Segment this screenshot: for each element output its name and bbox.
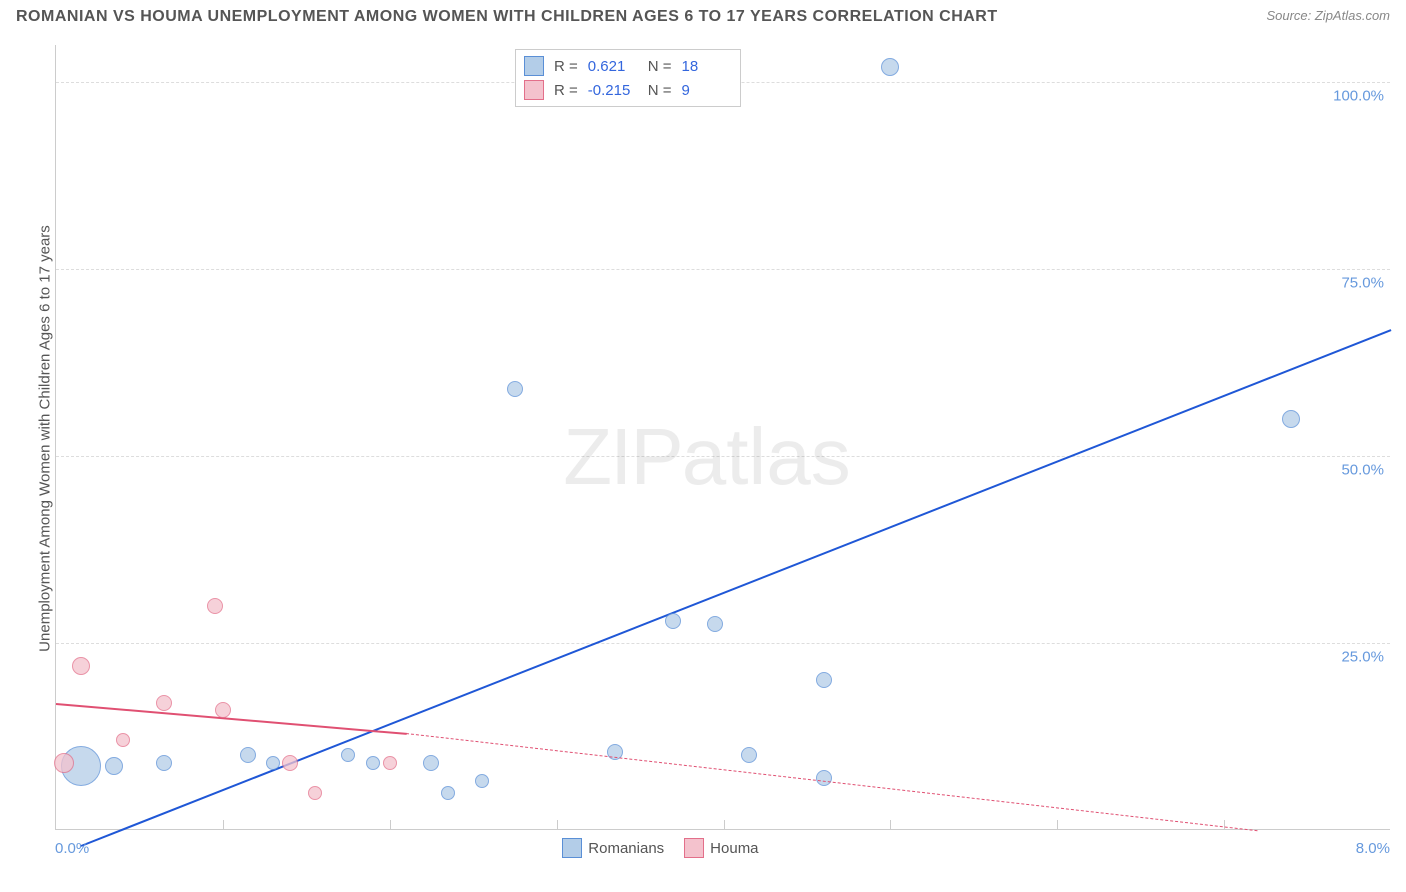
n-label: N = <box>648 58 672 75</box>
legend-item: Houma <box>684 838 758 858</box>
x-tick <box>890 820 891 830</box>
data-point <box>207 598 223 614</box>
trend-line <box>56 703 407 735</box>
data-point <box>282 755 298 771</box>
data-point <box>54 753 74 773</box>
data-point <box>240 747 256 763</box>
data-point <box>741 747 757 763</box>
legend-swatch <box>524 56 544 76</box>
data-point <box>366 756 380 770</box>
source-label: Source: ZipAtlas.com <box>1266 8 1390 23</box>
data-point <box>475 774 489 788</box>
x-tick <box>557 820 558 830</box>
legend-swatch <box>562 838 582 858</box>
data-point <box>383 756 397 770</box>
data-point <box>72 657 90 675</box>
legend-label: Houma <box>710 840 758 857</box>
stats-legend: R = 0.621 N = 18 R = -0.215 N = 9 <box>515 49 741 107</box>
data-point <box>156 695 172 711</box>
y-tick-label: 25.0% <box>1341 649 1384 666</box>
data-point <box>665 613 681 629</box>
n-value: 18 <box>682 58 732 75</box>
data-point <box>441 786 455 800</box>
data-point <box>816 770 832 786</box>
y-axis-title: Unemployment Among Women with Children A… <box>37 159 54 719</box>
gridline <box>56 643 1390 644</box>
data-point <box>341 748 355 762</box>
r-value: -0.215 <box>588 82 638 99</box>
x-min-label: 0.0% <box>55 840 89 857</box>
data-point <box>105 757 123 775</box>
trend-extrapolation <box>406 733 1257 831</box>
gridline <box>56 456 1390 457</box>
x-tick <box>390 820 391 830</box>
data-point <box>507 381 523 397</box>
data-point <box>156 755 172 771</box>
stats-row: R = 0.621 N = 18 <box>524 54 732 78</box>
n-label: N = <box>648 82 672 99</box>
data-point <box>423 755 439 771</box>
data-point <box>266 756 280 770</box>
legend-item: Romanians <box>562 838 664 858</box>
r-label: R = <box>554 58 578 75</box>
x-tick <box>724 820 725 830</box>
r-value: 0.621 <box>588 58 638 75</box>
gridline <box>56 269 1390 270</box>
chart-title: ROMANIAN VS HOUMA UNEMPLOYMENT AMONG WOM… <box>16 8 998 26</box>
header: ROMANIAN VS HOUMA UNEMPLOYMENT AMONG WOM… <box>0 0 1406 40</box>
y-tick-label: 75.0% <box>1341 275 1384 292</box>
data-point <box>308 786 322 800</box>
x-tick <box>1057 820 1058 830</box>
y-tick-label: 50.0% <box>1341 462 1384 479</box>
series-legend: Romanians Houma <box>562 838 758 858</box>
data-point <box>816 672 832 688</box>
stats-row: R = -0.215 N = 9 <box>524 78 732 102</box>
data-point <box>707 616 723 632</box>
r-label: R = <box>554 82 578 99</box>
x-tick <box>1224 820 1225 830</box>
n-value: 9 <box>682 82 732 99</box>
watermark: ZIPatlas <box>563 411 850 503</box>
legend-swatch <box>524 80 544 100</box>
data-point <box>215 702 231 718</box>
x-tick <box>223 820 224 830</box>
legend-label: Romanians <box>588 840 664 857</box>
plot-area: 25.0% 50.0% 75.0% 100.0% ZIPatlas <box>55 45 1390 830</box>
trend-line <box>81 329 1392 847</box>
data-point <box>1282 410 1300 428</box>
legend-swatch <box>684 838 704 858</box>
x-max-label: 8.0% <box>1356 840 1390 857</box>
data-point <box>881 58 899 76</box>
data-point <box>116 733 130 747</box>
y-tick-label: 100.0% <box>1333 88 1384 105</box>
